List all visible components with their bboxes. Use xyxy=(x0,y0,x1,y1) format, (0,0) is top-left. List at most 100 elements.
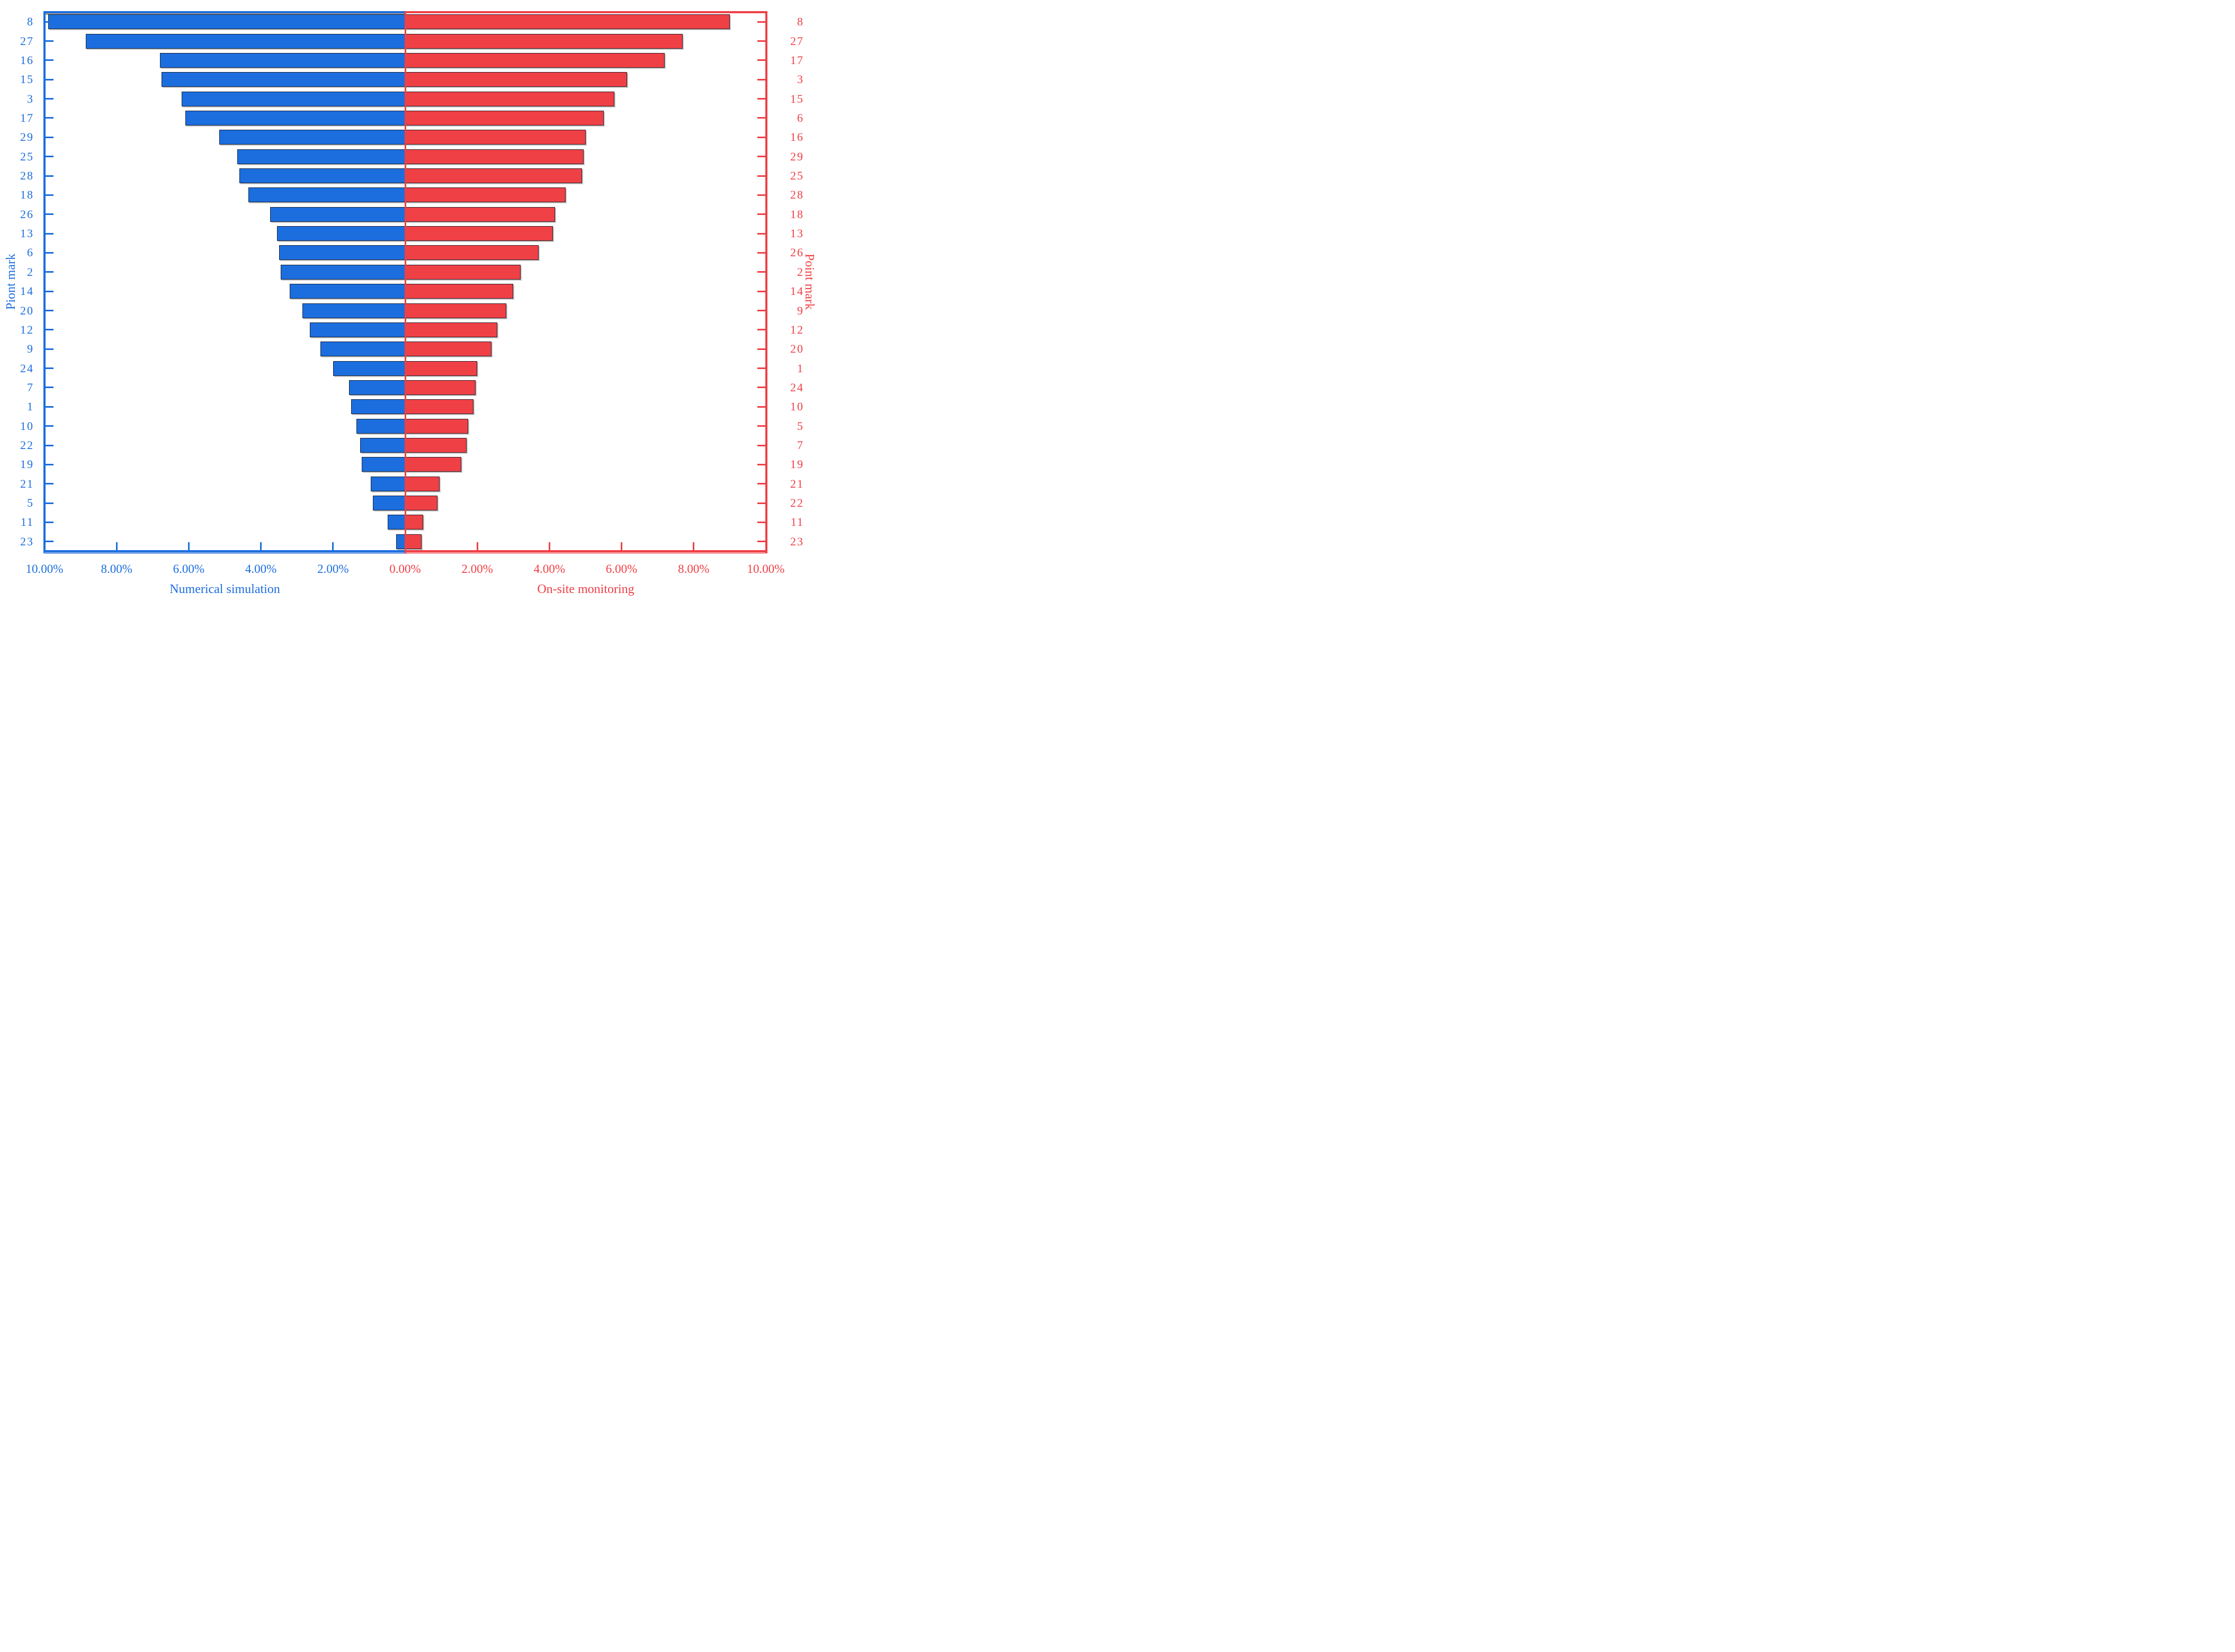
bar-right-19 xyxy=(405,457,461,472)
right-y-label-17: 17 xyxy=(790,53,804,67)
right-y-tick xyxy=(757,59,765,61)
bar-left-22 xyxy=(360,438,405,453)
right-y-label-25: 25 xyxy=(790,169,804,183)
bar-right-1 xyxy=(405,361,478,376)
left-y-label-14: 14 xyxy=(20,284,34,298)
bottom-x-tick xyxy=(765,542,767,550)
bottom-spine-right xyxy=(405,550,767,552)
bottom-x-tick xyxy=(548,542,550,550)
bar-left-5 xyxy=(372,496,405,511)
right-y-label-12: 12 xyxy=(790,322,804,336)
left-y-label-26: 26 xyxy=(20,207,34,221)
left-y-label-2: 2 xyxy=(27,265,34,279)
bottom-x-tick xyxy=(476,542,478,550)
bottom-x-tick xyxy=(260,542,262,550)
right-y-label-21: 21 xyxy=(790,477,804,490)
bar-right-22 xyxy=(405,496,438,511)
right-y-label-11: 11 xyxy=(790,515,804,529)
bar-left-21 xyxy=(371,476,405,491)
left-y-tick xyxy=(46,367,53,370)
right-y-label-15: 15 xyxy=(790,92,804,105)
tornado-chart: Piont mark Point mark Numerical simulati… xyxy=(0,0,818,605)
x-tick-label: 10.00% xyxy=(25,562,64,576)
bar-right-11 xyxy=(405,515,424,530)
left-y-tick xyxy=(46,156,53,158)
bar-left-26 xyxy=(270,206,405,222)
right-y-label-22: 22 xyxy=(790,496,804,510)
left-y-tick xyxy=(46,348,53,350)
left-y-tick xyxy=(46,232,53,235)
right-y-label-29: 29 xyxy=(790,149,804,163)
right-y-tick xyxy=(757,194,765,196)
bar-left-7 xyxy=(349,380,405,395)
bar-right-25 xyxy=(405,168,582,184)
left-y-tick xyxy=(46,521,53,523)
bar-left-2 xyxy=(281,264,405,280)
right-y-label-5: 5 xyxy=(797,419,804,433)
bar-left-9 xyxy=(320,342,405,357)
left-y-label-3: 3 xyxy=(27,92,34,105)
bar-left-13 xyxy=(277,226,405,241)
bottom-x-tick xyxy=(693,542,695,550)
left-y-label-27: 27 xyxy=(20,34,34,48)
left-y-label-28: 28 xyxy=(20,169,34,183)
bar-left-17 xyxy=(185,110,405,125)
bottom-x-tick xyxy=(621,542,623,550)
left-y-label-29: 29 xyxy=(20,130,34,144)
right-y-tick xyxy=(757,271,765,273)
bar-left-24 xyxy=(333,361,405,376)
left-y-tick xyxy=(46,117,53,119)
bottom-x-tick xyxy=(187,542,190,550)
left-y-label-17: 17 xyxy=(20,111,34,124)
bottom-spine-shadow-left xyxy=(44,552,405,554)
bottom-spine-left xyxy=(43,550,405,552)
left-y-tick xyxy=(46,425,53,427)
bar-right-2 xyxy=(405,264,521,280)
left-y-tick xyxy=(46,194,53,196)
left-y-tick xyxy=(46,463,53,465)
bar-left-20 xyxy=(302,303,405,318)
left-y-tick xyxy=(46,271,53,273)
left-y-tick xyxy=(46,387,53,389)
right-y-label-18: 18 xyxy=(790,207,804,221)
bar-right-21 xyxy=(405,476,440,491)
bar-left-1 xyxy=(351,399,405,415)
right-y-tick xyxy=(757,78,765,80)
right-y-label-28: 28 xyxy=(790,188,804,202)
top-spine-left xyxy=(43,11,405,13)
bar-left-3 xyxy=(181,91,405,106)
bar-right-12 xyxy=(405,322,497,337)
right-y-label-23: 23 xyxy=(790,534,804,548)
bar-right-18 xyxy=(405,206,555,222)
bar-right-10 xyxy=(405,399,474,415)
right-y-label-24: 24 xyxy=(790,380,804,394)
bar-right-20 xyxy=(405,342,492,357)
left-y-label-24: 24 xyxy=(20,361,34,375)
bar-right-24 xyxy=(405,380,476,395)
left-y-axis-spine xyxy=(43,11,46,553)
bar-right-8 xyxy=(405,14,730,30)
bar-left-15 xyxy=(162,72,405,87)
left-y-tick xyxy=(46,59,53,61)
right-y-label-10: 10 xyxy=(790,400,804,414)
right-y-tick xyxy=(757,232,765,235)
left-y-tick xyxy=(46,310,53,312)
bar-right-27 xyxy=(405,33,683,49)
bar-right-3 xyxy=(405,72,627,87)
right-y-tick xyxy=(757,425,765,427)
bar-right-7 xyxy=(405,438,467,453)
left-y-tick xyxy=(46,444,53,446)
right-y-tick xyxy=(757,521,765,523)
left-y-tick xyxy=(46,40,53,42)
left-y-label-21: 21 xyxy=(20,477,34,490)
bar-right-15 xyxy=(405,91,614,106)
left-y-label-16: 16 xyxy=(20,53,34,67)
bar-left-19 xyxy=(362,457,405,472)
right-y-label-27: 27 xyxy=(790,34,804,48)
left-y-label-25: 25 xyxy=(20,149,34,163)
bar-left-25 xyxy=(237,149,405,164)
right-y-axis-spine xyxy=(765,11,767,553)
left-y-tick xyxy=(46,290,53,292)
x-tick-label: 2.00% xyxy=(461,562,493,576)
right-y-tick xyxy=(757,483,765,485)
